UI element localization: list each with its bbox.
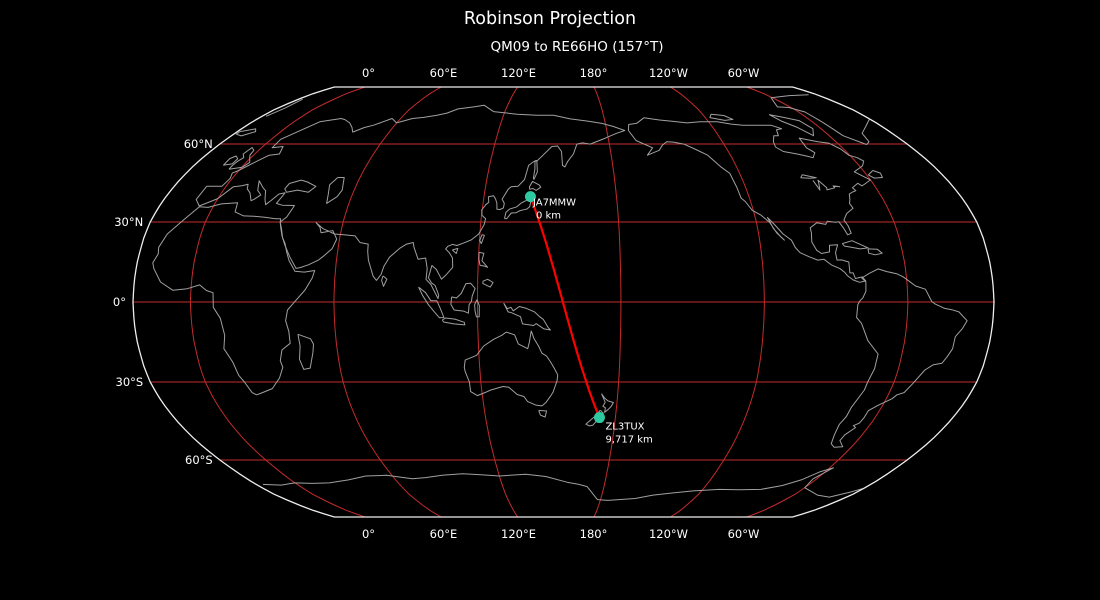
marker-callsign-label: JA7MMW	[532, 198, 576, 209]
lon-tick-label-bottom: 60°W	[728, 527, 760, 541]
destination-marker	[593, 412, 605, 424]
lon-tick-label-bottom: 120°W	[649, 527, 688, 541]
coastline-hainan	[451, 247, 459, 254]
coastline-sri-lanka	[381, 275, 388, 287]
coastline-antarctica	[262, 467, 863, 501]
coastline-great-lakes	[800, 174, 817, 179]
lon-tick-label-bottom: 0°	[362, 527, 375, 541]
coastline-iceland	[235, 128, 257, 137]
coastline-tasmania	[538, 409, 548, 418]
lon-tick-label-top: 120°W	[649, 66, 688, 80]
coastline-africa	[152, 202, 316, 396]
coastline-greenland	[265, 94, 870, 146]
marker-distance-label: 9,717 km	[605, 435, 652, 446]
lat-tick-label: 30°N	[114, 215, 143, 229]
lon-tick-label-top: 120°E	[501, 66, 536, 80]
coastline-baffin-island	[768, 114, 814, 137]
lat-tick-label: 60°S	[185, 453, 213, 467]
coastline-new-guinea	[503, 302, 551, 331]
coastline-taiwan	[479, 234, 485, 245]
coastline-hispaniola	[867, 248, 883, 256]
coastline-nz-north-island	[601, 393, 614, 413]
coastline-sakhalin	[532, 160, 538, 180]
great-circle-track	[529, 196, 601, 419]
page-title: Robinson Projection	[463, 9, 637, 29]
lat-tick-label: 0°	[113, 295, 126, 309]
coastline-eurasia	[195, 104, 626, 299]
coastline-victoria-island	[709, 113, 734, 121]
lat-tick-label: 60°N	[184, 137, 213, 151]
map-subtitle: QM09 to RE66HO (157°T)	[490, 39, 664, 55]
graticule-meridian	[333, 86, 442, 518]
marker-distance-label: 0 km	[536, 211, 561, 222]
marker-callsign-label: ZL3TUX	[605, 422, 644, 433]
graticule-meridian	[670, 86, 765, 518]
coastline-sumatra	[418, 286, 445, 319]
coastline-ireland	[223, 155, 239, 166]
graticule-meridian	[593, 86, 622, 518]
origin-marker	[524, 191, 536, 203]
coastline-luzon	[478, 251, 489, 268]
coastline-japan-hokkaido	[529, 180, 542, 191]
lon-tick-label-bottom: 60°E	[430, 527, 458, 541]
lon-tick-label-bottom: 120°E	[501, 527, 536, 541]
coastline-sulawesi	[474, 299, 480, 318]
lat-tick-label: 30°S	[116, 375, 144, 389]
coastline-australia	[463, 330, 559, 407]
map-boundary	[132, 86, 995, 518]
coastline-south-america	[830, 268, 968, 448]
coastline-great-britain	[228, 147, 255, 170]
graticule-meridian	[746, 86, 909, 518]
coastline-cuba	[841, 240, 869, 250]
coastline-black-sea	[284, 179, 317, 193]
lon-tick-label-top: 60°W	[728, 66, 760, 80]
coastline-madagascar	[297, 333, 314, 370]
graticule-meridian	[189, 86, 366, 518]
lon-tick-label-bottom: 180°	[580, 527, 608, 541]
coastline-borneo	[450, 282, 476, 314]
coastline-caspian-sea	[326, 177, 345, 204]
coastline-lower-lakes	[812, 179, 841, 191]
coastline-java	[441, 317, 466, 326]
coastline-mindanao	[482, 278, 494, 288]
coastline-north-america	[627, 117, 871, 283]
lon-tick-label-top: 180°	[580, 66, 608, 80]
coastline-newfoundland	[867, 170, 883, 179]
lon-tick-label-top: 60°E	[430, 66, 458, 80]
lon-tick-label-top: 0°	[362, 66, 375, 80]
